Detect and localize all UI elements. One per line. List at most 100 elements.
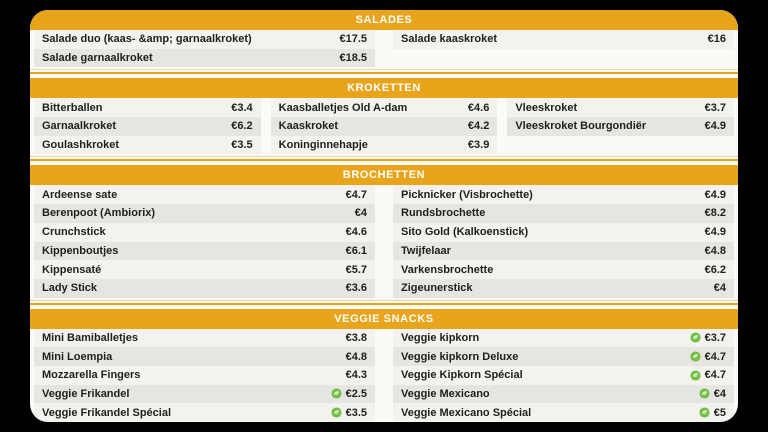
menu-item-row: Veggie Kipkorn Spécial €4.7 [393, 365, 734, 385]
item-price-group: €4.9 [705, 189, 726, 201]
item-price-group: €6.2 [231, 120, 252, 132]
item-price-group: €6.2 [705, 264, 726, 276]
item-price: €3.6 [345, 282, 367, 295]
vegetarian-icon [699, 407, 710, 418]
item-name: Kippenboutjes [42, 244, 119, 257]
menu-item-row: Varkensbrochette €6.2 [393, 260, 734, 279]
menu-column: Ardeense sate €4.7 Berenpoot (Ambiorix) €4 C… [34, 185, 375, 298]
item-name: Veggie Mexicano [401, 387, 490, 400]
item-price-group: €3.7 [690, 332, 726, 344]
vegetarian-icon [690, 370, 701, 381]
item-price: €16 [707, 33, 726, 46]
item-price-group: €18.5 [339, 52, 367, 64]
item-price-group: €4 [699, 388, 726, 400]
section-content: Bitterballen €3.4 Garnaalkroket €6.2 Goulash… [30, 98, 738, 155]
item-name: Veggie Frikandel Spécial [42, 406, 171, 419]
item-name: Goulashkroket [42, 139, 120, 152]
item-price: €4 [354, 207, 367, 220]
menu-item-row: Kippensaté €5.7 [34, 260, 375, 279]
item-name: Koninginnehapje [278, 139, 368, 152]
item-price-group: €4.7 [690, 351, 726, 363]
item-price-group: €5 [699, 407, 726, 419]
item-price: €6.1 [345, 244, 367, 257]
item-price: €4 [713, 282, 726, 295]
item-name: Twijfelaar [401, 244, 451, 257]
item-price-group: €4.9 [705, 120, 726, 132]
menu-item-row: Garnaalkroket €6.2 [34, 117, 261, 136]
menu-item-row: Twijfelaar €4.8 [393, 241, 734, 261]
item-price: €4.6 [467, 101, 490, 114]
item-name: Kaaskroket [278, 120, 338, 133]
item-name: Crunchstick [42, 226, 106, 239]
item-price-group: €4.2 [468, 120, 489, 132]
vegetarian-icon [699, 388, 710, 400]
menu-column: Kaasballetjes Old A-dam €4.6 Kaaskroket €4.… [270, 98, 498, 155]
item-price: €3.7 [704, 331, 726, 344]
item-price-group: €4.6 [468, 102, 489, 114]
item-name: Bitterballen [42, 101, 103, 114]
menu-column: Bitterballen €3.4 Garnaalkroket €6.2 Goulash… [34, 98, 261, 155]
vegetarian-icon [690, 332, 701, 343]
item-price-group: €3.5 [231, 139, 252, 151]
section-separator [30, 154, 738, 166]
item-price-group: €3.6 [346, 282, 367, 294]
section-separator [30, 297, 738, 309]
item-name: Kippensaté [42, 263, 102, 276]
item-price-group: €4.6 [346, 226, 367, 238]
item-price: €6.2 [704, 263, 726, 276]
menu-item-row: Crunchstick €4.6 [34, 222, 375, 242]
menu-item-row: Veggie Frikandel Spécial €3.5 [34, 403, 375, 422]
menu-column: Salade kaaskroket €16 [393, 30, 734, 67]
item-price-group: €4 [714, 282, 726, 294]
item-price: €4.9 [704, 120, 727, 133]
menu-item-row: Mini Loempia €4.8 [34, 347, 375, 366]
item-price-group: €2.5 [331, 388, 367, 400]
item-price-group: €5.7 [346, 264, 367, 276]
menu-item-row: Veggie Mexicano Spécial €5 [393, 403, 734, 422]
menu-item-row: Veggie Frikandel €2.5 [34, 384, 375, 404]
menu-item-row: Ardeense sate €4.7 [34, 185, 375, 205]
item-name: Picknicker (Visbrochette) [401, 188, 533, 201]
item-name: Ardeense sate [42, 188, 118, 201]
item-price-group: €16 [708, 33, 726, 45]
section-header: BROCHETTEN [30, 165, 738, 186]
section-title: BROCHETTEN [342, 169, 426, 182]
section-content: Mini Bamiballetjes €3.8 Mini Loempia €4.8 Mo… [30, 328, 738, 422]
item-price-group: €3.7 [705, 102, 726, 114]
menu-item-row: Koninginnehapje €3.9 [270, 135, 498, 155]
section-header: SALADES [30, 10, 738, 30]
item-price: €3.4 [231, 101, 253, 114]
item-price-group: €3.9 [468, 139, 489, 151]
section-title: SALADES [355, 14, 413, 26]
menu-item-row: Bitterballen €3.4 [34, 98, 261, 118]
item-price: €3.8 [345, 331, 367, 344]
item-name: Varkensbrochette [401, 263, 494, 276]
section-header: VEGGIE SNACKS [30, 308, 738, 329]
section-title: VEGGIE SNACKS [334, 312, 434, 325]
item-name: Zigeunerstick [401, 282, 473, 295]
item-price: €8.2 [704, 207, 726, 220]
item-name: Mozzarella Fingers [42, 369, 141, 382]
item-price: €5.7 [345, 263, 367, 276]
item-name: Kaasballetjes Old A-dam [278, 101, 408, 114]
item-price: €4.3 [345, 369, 367, 382]
menu-item-row: Berenpoot (Ambiorix) €4 [34, 204, 375, 223]
item-price: €3.7 [704, 101, 727, 114]
item-price: €4.7 [345, 188, 367, 201]
item-price: €4 [713, 387, 726, 400]
vegetarian-icon [690, 351, 701, 362]
menu-item-row: Kippenboutjes €6.1 [34, 241, 375, 261]
item-name: Lady Stick [42, 282, 98, 295]
item-price: €4.6 [345, 226, 367, 239]
menu-column: Picknicker (Visbrochette) €4.9 Rundsbroche… [393, 185, 734, 298]
item-price: €4.9 [704, 226, 726, 239]
menu-item-row: Sito Gold (Kalkoenstick) €4.9 [393, 222, 734, 242]
item-price: €6.2 [231, 120, 253, 133]
menu-item-row: Salade garnaalkroket €18.5 [34, 48, 375, 68]
item-price: €4.8 [704, 244, 726, 257]
item-name: Vleeskroket [515, 101, 578, 114]
menu-column: Salade duo (kaas- &amp; garnaalkroket) €1… [34, 30, 375, 68]
item-price: €4.7 [704, 350, 726, 363]
item-price-group: €4.3 [346, 369, 367, 381]
menu-column: Vleeskroket €3.7 Vleeskroket Bourgondiër €4… [507, 98, 735, 154]
